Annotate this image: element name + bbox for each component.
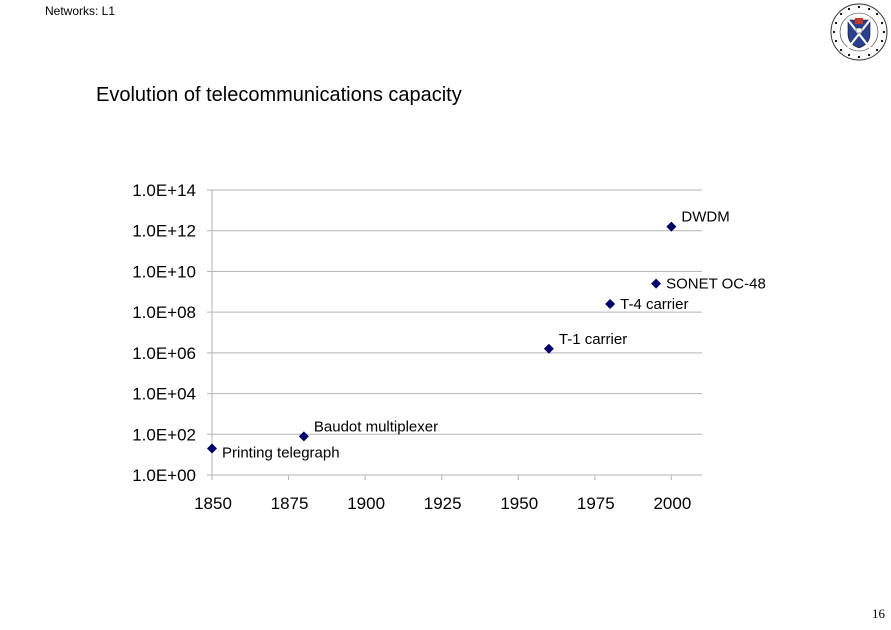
course-label: Networks: L1	[45, 4, 116, 18]
data-point	[605, 299, 616, 309]
y-tick-label: 1.0E+12	[132, 222, 196, 241]
data-point	[666, 221, 677, 232]
data-label: Baudot multiplexer	[314, 418, 438, 435]
x-tick-label: 1850	[194, 494, 232, 513]
data-point	[207, 443, 217, 454]
y-tick-label: 1.0E+14	[132, 181, 196, 200]
x-tick-label: 2000	[653, 494, 691, 513]
data-point	[298, 431, 309, 442]
page-number: 16	[872, 606, 885, 621]
y-tick-label: 1.0E+02	[132, 425, 196, 444]
y-tick-label: 1.0E+00	[132, 466, 196, 485]
x-tick-label: 1900	[347, 494, 385, 513]
data-label: T-1 carrier	[559, 331, 627, 348]
data-label: SONET OC-48	[666, 276, 766, 293]
data-label: Printing telegraph	[222, 445, 340, 462]
y-tick-label: 1.0E+08	[132, 303, 196, 322]
x-tick-label: 1950	[500, 494, 538, 513]
x-tick-label: 1925	[424, 494, 462, 513]
data-label: DWDM	[681, 209, 729, 226]
university-crest-icon	[830, 3, 888, 61]
x-tick-label: 1975	[577, 494, 615, 513]
data-point	[651, 278, 662, 289]
slide-title: Evolution of telecommunications capacity	[96, 84, 462, 106]
y-tick-label: 1.0E+06	[132, 344, 196, 363]
data-label: T-4 carrier	[620, 296, 688, 313]
x-tick-label: 1875	[271, 494, 309, 513]
data-point	[543, 343, 554, 354]
y-tick-label: 1.0E+10	[132, 262, 196, 281]
y-tick-label: 1.0E+04	[132, 385, 196, 404]
